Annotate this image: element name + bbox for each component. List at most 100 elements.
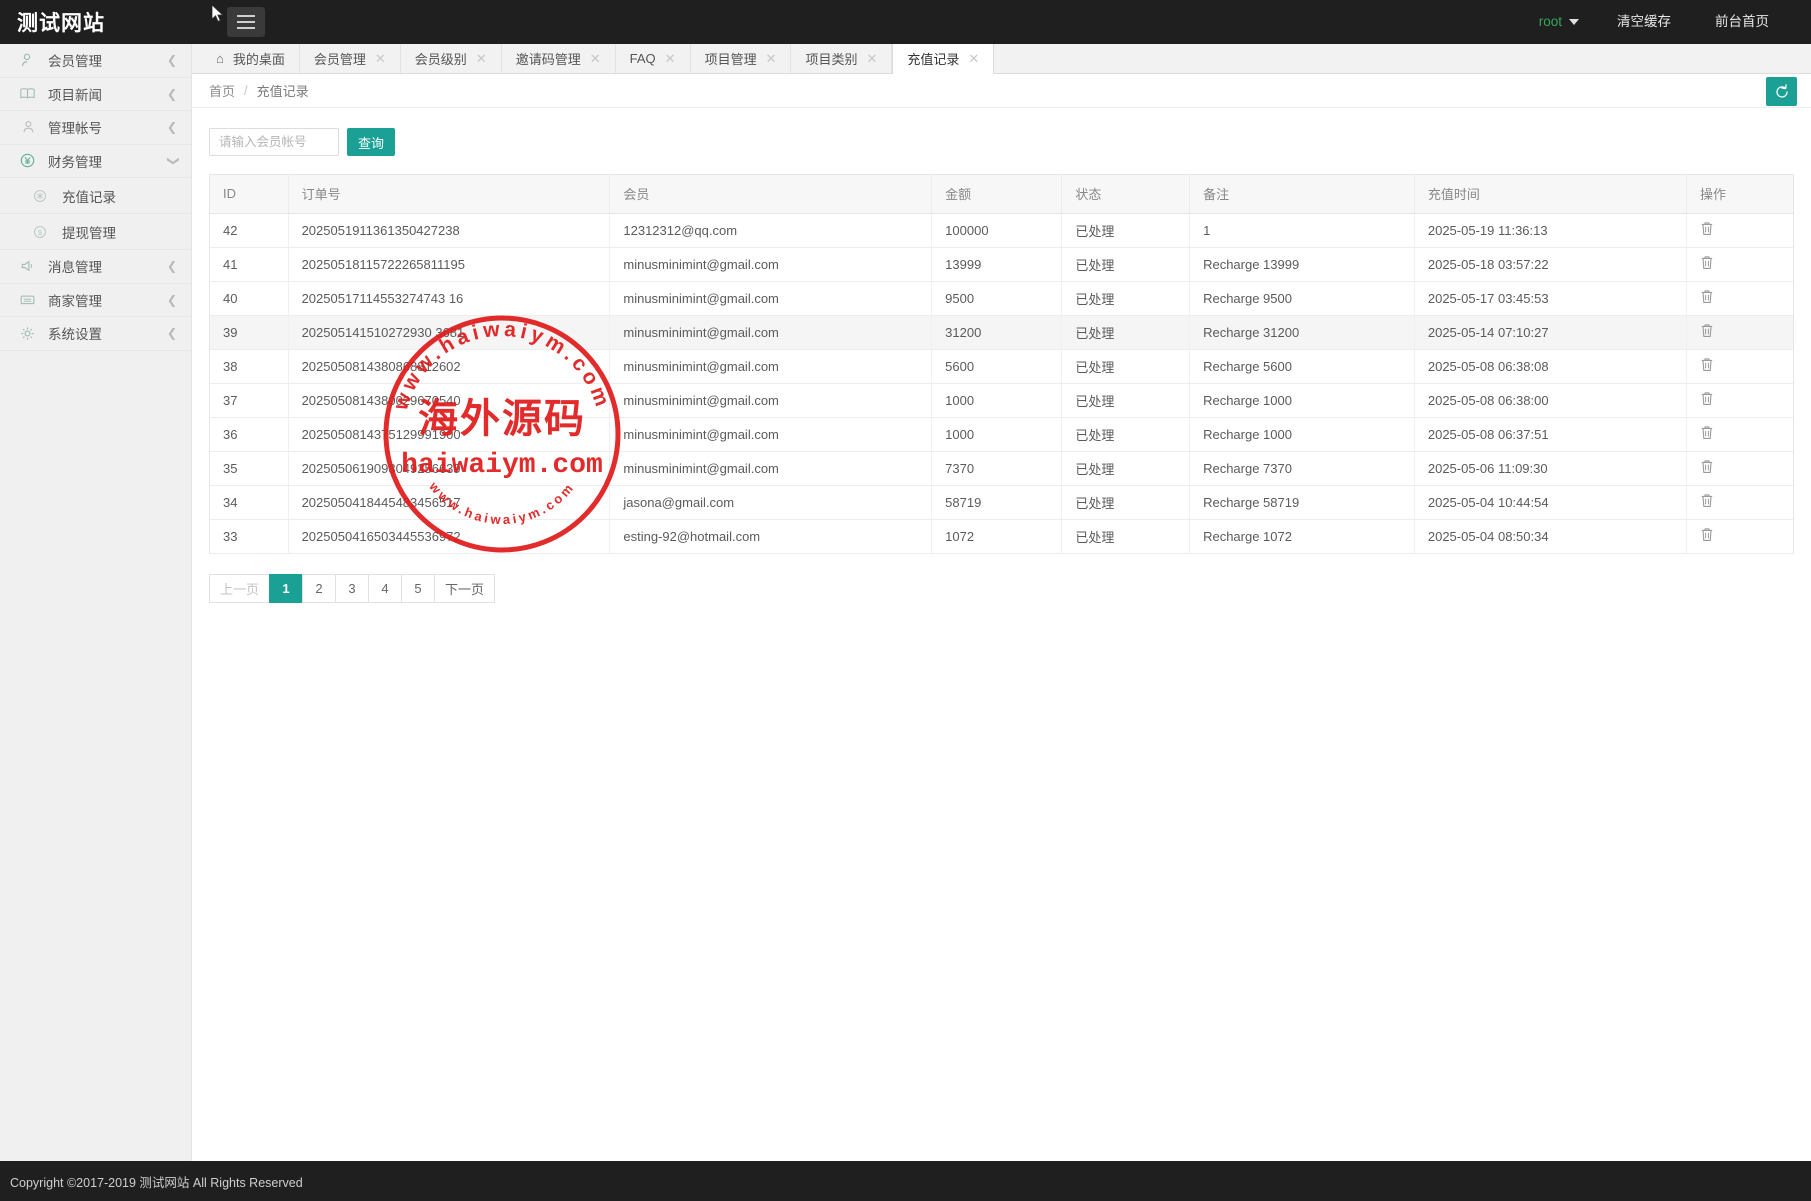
cell-order: 2025050814380029670540 <box>288 383 611 418</box>
table-row[interactable]: 35 2025050619093049256639 minusminimint@gm… <box>210 451 1793 486</box>
close-icon[interactable]: ✕ <box>968 51 980 66</box>
tab-label: 会员级别 <box>414 51 467 67</box>
cell-member: minusminimint@gmail.com <box>609 417 933 452</box>
tab-label: 会员管理 <box>313 51 366 67</box>
book-icon <box>17 87 37 100</box>
cell-time: 2025-05-18 03:57:22 <box>1414 247 1687 282</box>
tab-label: 我的桌面 <box>232 51 285 67</box>
tab-project-management[interactable]: 项目管理 ✕ <box>691 43 792 73</box>
pagination-page-4[interactable]: 4 <box>368 573 402 603</box>
table-row[interactable]: 41 20250518115722265811195 minusminimint@g… <box>210 247 1793 282</box>
menu-toggle-button[interactable] <box>227 7 265 37</box>
sidebar-item-members[interactable]: 会员管理 ❮ <box>0 44 191 78</box>
cell-action <box>1686 519 1793 554</box>
cell-amount: 13999 <box>931 247 1063 282</box>
trash-icon[interactable] <box>1700 358 1714 375</box>
cell-action <box>1686 349 1793 384</box>
pagination-page-1[interactable]: 1 <box>269 573 303 603</box>
hamburger-icon-line <box>237 21 255 23</box>
sidebar-item-message-management[interactable]: 消息管理 ❮ <box>0 250 191 284</box>
table-row[interactable]: 33 2025050416503445536972 esting-92@hotmai… <box>210 519 1793 554</box>
sidebar-item-label: 消息管理 <box>48 260 102 276</box>
pagination-page-2[interactable]: 2 <box>302 573 336 603</box>
cell-member: minusminimint@gmail.com <box>609 315 933 350</box>
breadcrumb-home-link[interactable]: 首页 <box>209 84 236 99</box>
column-header-id: ID <box>210 175 289 214</box>
cell-time: 2025-05-08 06:38:00 <box>1414 383 1687 418</box>
site-logo[interactable]: 测试网站 <box>0 0 221 44</box>
breadcrumb-current: 充值记录 <box>256 84 309 99</box>
sidebar-item-system-settings[interactable]: 系统设置 ❮ <box>0 317 191 351</box>
cell-remark: Recharge 31200 <box>1189 315 1415 350</box>
dollar-circle-icon: $ <box>30 225 50 239</box>
trash-icon[interactable] <box>1700 256 1714 273</box>
table-row[interactable]: 38 2025050814380868812602 minusminimint@gm… <box>210 349 1793 384</box>
tab-member-management[interactable]: 会员管理 ✕ <box>300 43 401 73</box>
tab-recharge-records[interactable]: 充值记录 ✕ <box>892 43 995 74</box>
footer: Copyright ©2017-2019 测试网站 All Rights Res… <box>0 1161 1811 1201</box>
close-icon[interactable]: ✕ <box>765 50 777 66</box>
pagination-page-3[interactable]: 3 <box>335 573 369 603</box>
cell-amount: 1000 <box>931 383 1063 418</box>
sidebar-subitem-recharge-records[interactable]: 充值记录 <box>0 178 191 214</box>
table-row[interactable]: 34 2025050418445483456517 jasona@gmail.com… <box>210 485 1793 520</box>
close-icon[interactable]: ✕ <box>866 50 878 66</box>
close-icon[interactable]: ✕ <box>374 50 386 66</box>
tab-member-level[interactable]: 会员级别 ✕ <box>401 43 502 73</box>
shop-icon <box>17 293 37 306</box>
column-header-status: 状态 <box>1061 175 1191 214</box>
pagination-next-button[interactable]: 下一页 <box>434 573 496 603</box>
sidebar-item-finance[interactable]: 财务管理 ❮ <box>0 145 191 178</box>
table-row[interactable]: 42 2025051911361350427238 12312312@qq.com 1… <box>210 213 1793 248</box>
tab-label: 项目类别 <box>805 51 858 67</box>
sidebar-item-label: 管理帐号 <box>48 121 102 137</box>
column-header-order: 订单号 <box>288 175 611 214</box>
table-row[interactable]: 37 2025050814380029670540 minusminimint@gm… <box>210 383 1793 418</box>
cell-time: 2025-05-08 06:38:08 <box>1414 349 1687 384</box>
refresh-icon <box>1775 83 1788 98</box>
close-icon[interactable]: ✕ <box>589 50 601 66</box>
cell-action <box>1686 213 1793 248</box>
clear-cache-button[interactable]: 清空缓存 <box>1617 14 1671 29</box>
cell-action <box>1686 417 1793 452</box>
cell-member: jasona@gmail.com <box>609 485 933 520</box>
cell-remark: Recharge 7370 <box>1189 451 1415 486</box>
trash-icon[interactable] <box>1700 426 1714 443</box>
table-row[interactable]: 36 2025050814375129991900 minusminimint@gm… <box>210 417 1793 452</box>
breadcrumb-separator: / <box>244 83 248 98</box>
tab-faq[interactable]: FAQ ✕ <box>616 43 691 73</box>
yen-circle-icon <box>17 153 37 168</box>
trash-icon[interactable] <box>1700 222 1714 239</box>
cell-id: 38 <box>210 349 289 384</box>
chevron-left-icon: ❮ <box>166 326 177 341</box>
trash-icon[interactable] <box>1700 392 1714 409</box>
pagination-page-5[interactable]: 5 <box>401 573 435 603</box>
table-header-row: ID 订单号 会员 金额 状态 备注 充值时间 操作 <box>210 175 1793 214</box>
sidebar-subitem-withdraw-management[interactable]: $ 提现管理 <box>0 214 191 250</box>
home-icon: ⌂ <box>216 50 224 66</box>
trash-icon[interactable] <box>1700 494 1714 511</box>
sidebar-item-project-news[interactable]: 项目新闻 ❮ <box>0 78 191 111</box>
tab-my-desktop[interactable]: ⌂ 我的桌面 <box>202 43 300 73</box>
search-button[interactable]: 查询 <box>347 128 396 156</box>
pagination-prev-button: 上一页 <box>209 573 270 603</box>
front-home-link[interactable]: 前台首页 <box>1715 14 1769 29</box>
close-icon[interactable]: ✕ <box>475 50 487 66</box>
table-row[interactable]: 40 20250517114553274743 16 minusminimint@g… <box>210 281 1793 316</box>
cell-status: 已处理 <box>1061 417 1191 452</box>
tab-project-category[interactable]: 项目类别 ✕ <box>791 43 893 73</box>
trash-icon[interactable] <box>1700 324 1714 341</box>
user-menu[interactable]: root <box>1523 0 1595 44</box>
search-input[interactable] <box>209 128 339 156</box>
trash-icon[interactable] <box>1700 460 1714 477</box>
trash-icon[interactable] <box>1700 528 1714 545</box>
tab-invite-code-management[interactable]: 邀请码管理 ✕ <box>502 43 616 73</box>
cell-order: 2025050619093049256639 <box>288 451 611 486</box>
cell-order: 20250517114553274743 16 <box>288 281 611 316</box>
sidebar-item-merchant-management[interactable]: 商家管理 ❮ <box>0 284 191 317</box>
close-icon[interactable]: ✕ <box>664 50 676 66</box>
table-row[interactable]: 39 202505141510272930 3681 minusminimint@g… <box>210 315 1793 350</box>
trash-icon[interactable] <box>1700 290 1714 307</box>
sidebar-item-admin-accounts[interactable]: 管理帐号 ❮ <box>0 111 191 145</box>
refresh-button[interactable] <box>1766 77 1797 106</box>
